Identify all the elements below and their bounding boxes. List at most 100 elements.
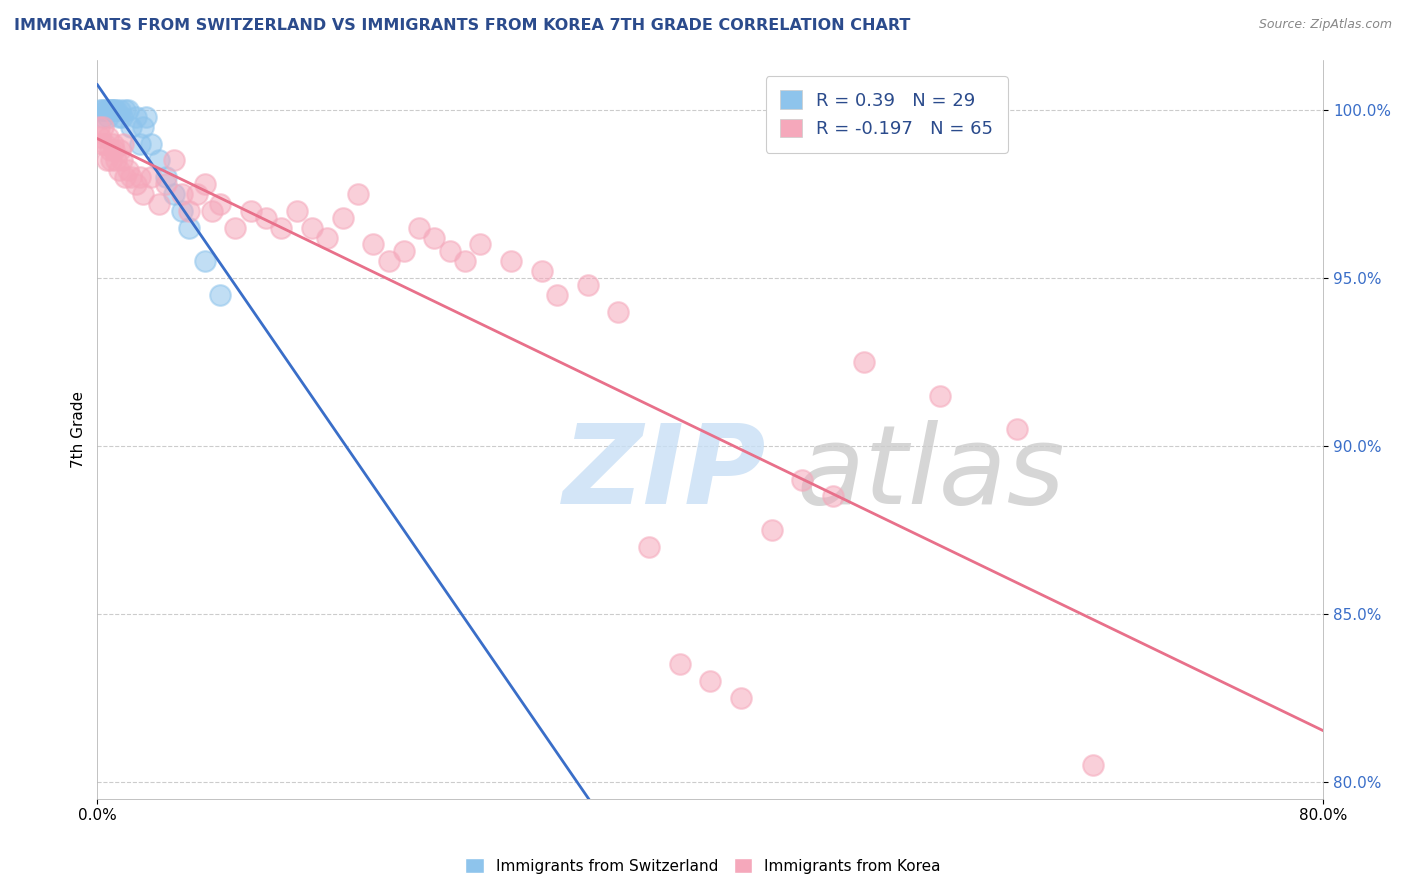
Point [423,230,446,244]
Point [129,136,152,151]
Point [301,220,323,235]
Point [155,177,177,191]
Point [668,657,690,672]
Point [132,120,155,134]
Text: IMMIGRANTS FROM SWITZERLAND VS IMMIGRANTS FROM KOREA 7TH GRADE CORRELATION CHART: IMMIGRANTS FROM SWITZERLAND VS IMMIGRANT… [14,18,911,33]
Point [135,110,157,124]
Point [208,197,231,211]
Point [761,523,783,537]
Legend: Immigrants from Switzerland, Immigrants from Korea: Immigrants from Switzerland, Immigrants … [460,852,946,880]
Point [101,136,124,151]
Point [638,540,661,554]
Point [98,103,121,117]
Point [470,237,492,252]
Point [285,203,308,218]
Point [139,170,162,185]
Point [94,103,117,117]
Point [112,136,135,151]
Point [94,136,117,151]
Point [104,153,127,168]
Point [201,203,224,218]
Point [179,220,201,235]
Point [170,186,193,201]
Point [377,254,399,268]
Point [347,186,370,201]
Point [103,144,125,158]
Point [239,203,262,218]
Point [208,287,231,301]
Point [110,103,132,117]
Point [91,136,114,151]
Point [163,153,186,168]
Point [100,153,122,168]
Text: atlas: atlas [796,420,1064,527]
Point [87,120,110,134]
Point [607,304,630,318]
Point [107,163,129,178]
Point [361,237,384,252]
Text: Source: ZipAtlas.com: Source: ZipAtlas.com [1258,18,1392,31]
Point [454,254,477,268]
Point [93,120,115,134]
Point [129,170,152,185]
Point [1083,758,1105,772]
Point [730,690,752,705]
Point [699,674,721,689]
Point [110,144,132,158]
Point [132,186,155,201]
Point [194,254,217,268]
Point [120,120,142,134]
Point [89,103,111,117]
Point [194,177,217,191]
Point [124,177,146,191]
Point [100,103,122,117]
Point [546,287,568,301]
Point [114,170,136,185]
Point [852,355,875,369]
Point [530,264,553,278]
Point [254,211,277,225]
Point [332,211,354,225]
Point [929,388,952,402]
Point [111,153,134,168]
Point [120,170,142,185]
Point [114,103,136,117]
Point [91,103,114,117]
Point [1005,422,1028,436]
Point [97,129,120,144]
Point [408,220,430,235]
Point [163,186,186,201]
Point [117,103,139,117]
Point [96,103,118,117]
Point [792,473,814,487]
Point [155,170,177,185]
Point [170,203,193,218]
Point [439,244,461,259]
Legend: R = 0.39   N = 29, R = -0.197   N = 65: R = 0.39 N = 29, R = -0.197 N = 65 [766,76,1008,153]
Point [111,110,134,124]
Point [186,186,208,201]
Point [124,110,146,124]
Point [501,254,523,268]
Point [270,220,292,235]
Point [148,197,170,211]
Point [821,489,844,503]
Point [101,103,124,117]
Point [96,153,118,168]
Point [107,110,129,124]
Point [179,203,201,218]
Point [224,220,246,235]
Point [576,277,599,292]
Point [104,103,127,117]
Point [97,110,120,124]
Point [392,244,415,259]
Point [117,163,139,178]
Point [148,153,170,168]
Point [316,230,339,244]
Y-axis label: 7th Grade: 7th Grade [72,391,86,467]
Point [139,136,162,151]
Point [98,144,121,158]
Text: ZIP: ZIP [564,420,766,527]
Point [93,110,115,124]
Point [103,103,125,117]
